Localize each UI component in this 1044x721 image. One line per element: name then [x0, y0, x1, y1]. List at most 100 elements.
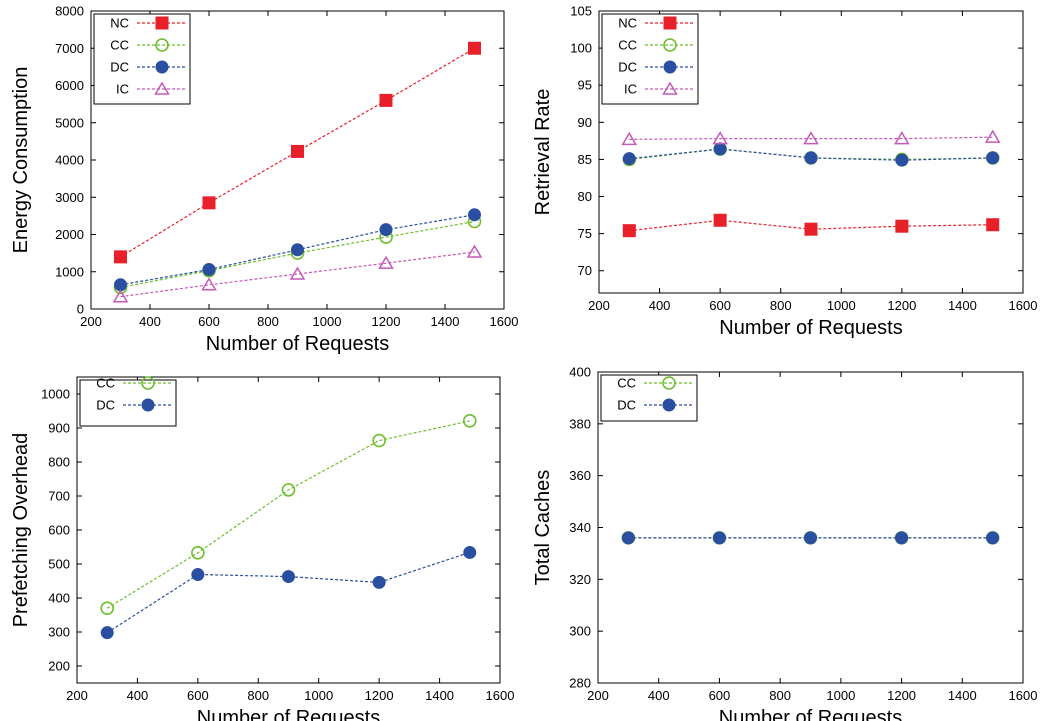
x-tick-label: 200: [80, 314, 102, 329]
x-tick-label: 400: [139, 314, 161, 329]
y-tick-label: 300: [48, 625, 70, 640]
data-point-ic: [803, 131, 819, 145]
legend-marker-cc: [662, 376, 676, 390]
y-tick-label: 340: [569, 520, 591, 535]
legend-marker-dc: [663, 60, 677, 74]
y-tick-label: 7000: [55, 41, 84, 56]
legend-label-ic: IC: [624, 82, 637, 97]
x-tick-label: 200: [588, 298, 610, 313]
energy-consumption-chart: 200 400 600 800 1000 1200 1400 1600 0 1000 2000 300…: [0, 0, 522, 360]
data-point-nc: [713, 213, 727, 227]
data-point-nc: [114, 250, 127, 264]
x-tick-label: 1200: [365, 688, 394, 703]
y-tick-label: 280: [569, 676, 591, 691]
legend-marker-nc: [155, 16, 169, 30]
x-tick-label: 1400: [948, 688, 977, 703]
y-tick-label: 75: [578, 226, 592, 241]
prefetching-overhead-chart-svg: 200 400 600 800 1000 1200 1400 1600 200 300 400 500…: [10, 376, 514, 721]
x-axis-label: Number of Requests: [197, 707, 380, 721]
series-line-dc: [106, 551, 470, 634]
series-cc: [100, 414, 477, 615]
y-tick-label: 2000: [55, 227, 84, 242]
x-tick-label: 600: [187, 688, 209, 703]
x-tick-label: 1000: [826, 688, 855, 703]
legend-label-cc: CC: [618, 38, 637, 53]
data-point-ic: [466, 244, 483, 258]
series-line-ic: [629, 136, 993, 140]
total-caches-chart: 200 400 600 800 1000 1200 1400 1600 280 300 320 340…: [522, 360, 1044, 721]
x-tick-label: 600: [709, 688, 731, 703]
x-tick-label: 800: [769, 688, 791, 703]
x-tick-label: 800: [770, 298, 792, 313]
legend-label-cc: CC: [96, 376, 115, 391]
x-tick-label: 200: [66, 688, 88, 703]
y-tick-label: 800: [48, 455, 70, 470]
x-axis-label: Number of Requests: [719, 707, 902, 721]
x-tick-label: 1200: [887, 688, 916, 703]
data-point-dc: [804, 151, 818, 165]
series-nc: [622, 213, 1000, 238]
data-point-nc: [291, 144, 304, 158]
x-tick-label: 600: [198, 314, 220, 329]
series-ic: [621, 129, 1001, 146]
x-tick-label: 200: [587, 688, 609, 703]
legend-marker-ic: [662, 81, 678, 95]
data-point-cc: [100, 601, 115, 615]
data-point-cc: [191, 545, 205, 560]
legend-label-dc: DC: [618, 60, 637, 75]
data-point-cc: [372, 433, 386, 448]
legend: NC CC DC IC: [601, 13, 699, 105]
retrieval-rate-chart: 200 400 600 800 1000 1200 1400 1600 70 75 80 85 90 95…: [522, 0, 1044, 360]
y-tick-label: 700: [48, 489, 70, 504]
data-point-nc: [986, 218, 1000, 232]
prefetching-overhead-chart: 200 400 600 800 1000 1200 1400 1600 200 300 400 500…: [0, 360, 522, 721]
legend-label-nc: NC: [110, 16, 129, 31]
series-line-ic: [120, 251, 475, 298]
data-point-dc: [622, 152, 636, 166]
data-point-dc: [379, 223, 393, 237]
data-point-dc: [282, 570, 295, 584]
data-point-dc: [202, 263, 216, 277]
series-line-cc: [106, 420, 470, 609]
total-caches-chart-svg: 200 400 600 800 1000 1200 1400 1600 280 300 320 340…: [532, 365, 1038, 721]
data-point-ic: [201, 277, 217, 291]
data-point-dc: [114, 278, 127, 292]
data-point-ic: [621, 131, 638, 146]
series-ic: [112, 244, 483, 303]
data-point-dc: [895, 531, 909, 545]
data-point-dc: [191, 568, 205, 582]
y-tick-label: 90: [578, 115, 592, 130]
y-tick-label: 5000: [55, 115, 84, 130]
data-point-dc: [986, 531, 1000, 545]
y-tick-label: 80: [578, 189, 592, 204]
series-dc: [621, 531, 1000, 545]
data-point-nc: [379, 93, 393, 107]
x-tick-label: 1600: [1009, 298, 1038, 313]
legend-marker-ic: [154, 81, 170, 95]
x-tick-label: 1400: [948, 298, 977, 313]
series-dc: [622, 142, 1000, 167]
data-point-ic: [112, 289, 129, 303]
x-tick-label: 600: [709, 298, 731, 313]
data-point-ic: [378, 255, 394, 269]
legend: NC CC DC IC: [93, 13, 191, 105]
x-tick-label: 1200: [887, 298, 916, 313]
data-point-dc: [986, 151, 1000, 165]
legend-marker-nc: [663, 16, 677, 30]
y-tick-label: 0: [77, 302, 84, 317]
legend-box: [93, 13, 191, 105]
y-tick-label: 6000: [55, 78, 84, 93]
legend-label-cc: CC: [617, 376, 636, 391]
retrieval-rate-chart-svg: 200 400 600 800 1000 1200 1400 1600 70 75 80 85 90 95…: [532, 4, 1038, 340]
data-point-dc: [895, 153, 909, 167]
y-tick-label: 1000: [55, 264, 84, 279]
x-tick-label: 1600: [1009, 688, 1038, 703]
legend-label-ic: IC: [116, 82, 129, 97]
y-tick-label: 300: [569, 624, 591, 639]
data-point-dc: [291, 243, 304, 257]
y-tick-label: 100: [570, 41, 592, 56]
y-tick-label: 95: [578, 78, 592, 93]
legend-marker-dc: [155, 60, 169, 74]
x-axis-label: Number of Requests: [206, 333, 389, 355]
